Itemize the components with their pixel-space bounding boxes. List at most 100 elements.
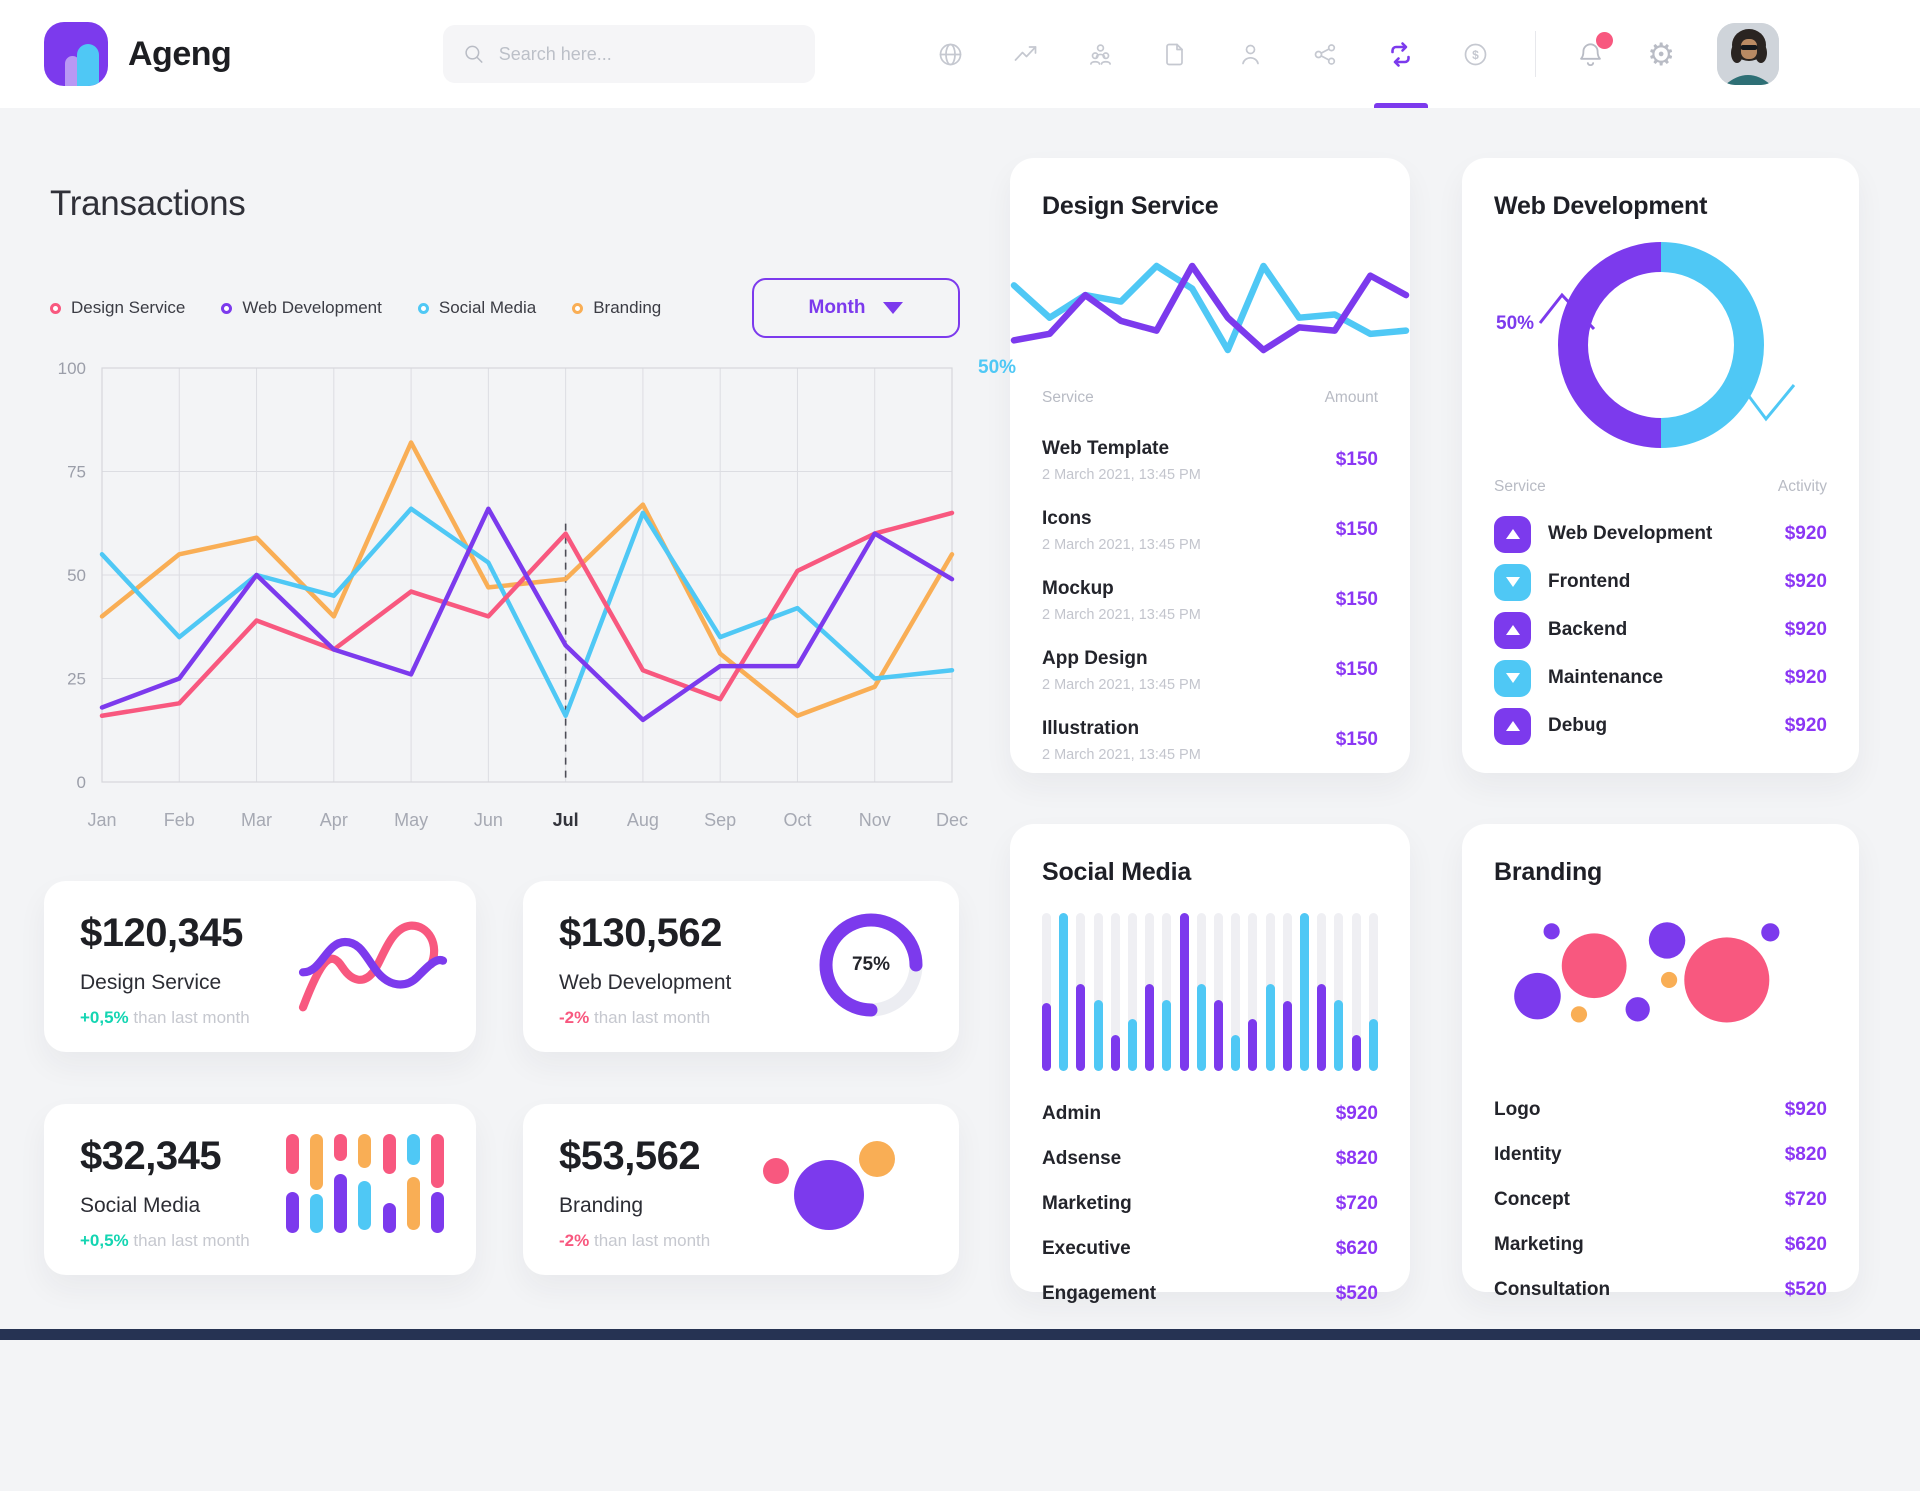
transactions-section: Transactions Design Service Web Developm… xyxy=(44,158,968,1292)
card-title: Design Service xyxy=(1042,192,1219,220)
search-icon xyxy=(465,45,483,63)
navbar-divider xyxy=(1535,31,1537,77)
svg-text:Jun: Jun xyxy=(474,810,503,830)
summary-cards: Design Service Service Amount Web Templa… xyxy=(978,158,1859,1304)
web-development-donut xyxy=(1555,239,1767,451)
trend-badge xyxy=(1494,707,1531,745)
trend-badge xyxy=(1494,659,1531,697)
search-input[interactable] xyxy=(498,43,796,65)
table-header: Service Activity xyxy=(1494,478,1827,495)
chart-legend: Design Service Web Development Social Me… xyxy=(50,298,661,318)
nav-item-profile[interactable] xyxy=(1237,0,1264,108)
page-title: Transactions xyxy=(50,184,246,223)
logo-shape-light xyxy=(65,56,80,86)
social-media-bar-chart xyxy=(1042,913,1378,1071)
table-row[interactable]: Maintenance $920 xyxy=(1494,654,1827,702)
trend-badge xyxy=(1494,611,1531,649)
nav-item-analytics[interactable] xyxy=(1012,0,1039,108)
legend-item-social-media[interactable]: Social Media xyxy=(417,298,536,318)
svg-text:Aug: Aug xyxy=(627,810,659,830)
card-title: Branding xyxy=(1494,858,1603,886)
svg-text:75: 75 xyxy=(67,463,86,482)
nav-item-team[interactable] xyxy=(1087,0,1114,108)
svg-text:Jul: Jul xyxy=(553,810,579,830)
waves-graphic xyxy=(298,907,448,1024)
svg-text:Sep: Sep xyxy=(704,810,736,830)
card-social-media: Social Media Admin $920 Adsense $820 Mar… xyxy=(1010,824,1410,1304)
legend-marker-pink xyxy=(50,302,61,314)
logo-shape-cyan xyxy=(77,44,99,86)
user-icon xyxy=(1242,44,1260,64)
table-row[interactable]: Concept $720 xyxy=(1494,1188,1827,1210)
transactions-line-chart: 0 25 50 75 100 Jan Feb Mar Apr May Jun Jul Aug Sep Oct… xyxy=(58,359,968,830)
stats-grid: $120,345 Design Service +0,5% than last … xyxy=(44,881,960,1275)
app-logo[interactable] xyxy=(44,22,108,86)
chart-controls: Design Service Web Development Social Me… xyxy=(44,278,960,338)
stat-delta: -2% than last month xyxy=(559,1008,711,1027)
table-row[interactable]: Admin $920 xyxy=(1042,1102,1378,1124)
table-row[interactable]: Illustration 2 March 2021, 13:45 PM $150 xyxy=(1042,717,1378,763)
legend-item-web-development[interactable]: Web Development xyxy=(221,298,382,318)
table-row[interactable]: Executive $620 xyxy=(1042,1237,1378,1259)
svg-text:Oct: Oct xyxy=(783,810,811,830)
trend-badge xyxy=(1494,563,1531,601)
activity-list: Web Development $920 Frontend $920 Backe… xyxy=(1494,510,1827,750)
card-branding: Branding Logo $920 Identity $820 Concept… xyxy=(1462,824,1859,1300)
stat-card-design-service[interactable]: $120,345 Design Service +0,5% than last … xyxy=(44,881,476,1052)
svg-text:50: 50 xyxy=(67,566,86,585)
donut-label-cyan: 50% xyxy=(978,357,1017,378)
repeat-icon xyxy=(1391,41,1411,67)
nav-item-share[interactable] xyxy=(1312,0,1339,108)
table-row[interactable]: Logo $920 xyxy=(1494,1098,1827,1120)
dollar-icon: $ xyxy=(1464,43,1487,65)
table-row[interactable]: Marketing $620 xyxy=(1494,1233,1827,1255)
stat-delta: -2% than last month xyxy=(559,1231,711,1250)
table-row[interactable]: Mockup 2 March 2021, 13:45 PM $150 xyxy=(1042,577,1378,623)
nav-item-documents[interactable] xyxy=(1162,0,1189,108)
top-navbar: Ageng $ ⚙ xyxy=(0,0,1920,108)
nav-item-transactions[interactable] xyxy=(1387,0,1414,108)
svg-text:Feb: Feb xyxy=(164,810,195,830)
transaction-list: Web Template 2 March 2021, 13:45 PM $150 … xyxy=(1042,425,1378,775)
table-row[interactable]: Web Development $920 xyxy=(1494,510,1827,558)
legend-marker-purple xyxy=(221,302,233,314)
table-header: Service Amount xyxy=(1042,389,1378,406)
table-row[interactable]: Frontend $920 xyxy=(1494,558,1827,606)
nav-item-globe[interactable] xyxy=(937,0,964,108)
chevron-down-icon xyxy=(883,302,904,314)
branding-bubble-chart xyxy=(1514,922,1780,1023)
table-row[interactable]: Backend $920 xyxy=(1494,606,1827,654)
table-row[interactable]: Marketing $720 xyxy=(1042,1192,1378,1214)
nav-item-payments[interactable]: $ xyxy=(1462,0,1489,108)
stat-delta: +0,5% than last month xyxy=(80,1008,250,1027)
team-icon xyxy=(1090,43,1112,65)
bubbles-graphic xyxy=(763,1141,895,1230)
table-row[interactable]: Identity $820 xyxy=(1494,1143,1827,1165)
table-row[interactable]: Consultation $520 xyxy=(1494,1278,1827,1300)
card-web-development: Web Development 50% 50% Service Activity xyxy=(978,158,1859,773)
stat-card-social-media[interactable]: $32,345 Social Media +0,5% than last mon… xyxy=(44,1104,476,1275)
table-row[interactable]: Adsense $820 xyxy=(1042,1147,1378,1169)
avatar[interactable] xyxy=(1717,23,1780,85)
svg-text:May: May xyxy=(394,810,428,830)
legend-item-design-service[interactable]: Design Service xyxy=(50,298,185,318)
table-row[interactable]: Engagement $520 xyxy=(1042,1282,1378,1304)
stat-card-branding[interactable]: $53,562 Branding -2% than last month xyxy=(523,1104,959,1275)
amount-list: Admin $920 Adsense $820 Marketing $720 E… xyxy=(1042,1091,1378,1316)
stat-card-web-development[interactable]: $130,562 Web Development -2% than last m… xyxy=(523,881,959,1052)
progress-gauge: 75% xyxy=(819,913,923,1017)
period-select-button[interactable]: Month xyxy=(752,278,960,338)
table-row[interactable]: Debug $920 xyxy=(1494,702,1827,750)
legend-item-branding[interactable]: Branding xyxy=(572,298,661,318)
svg-text:Jan: Jan xyxy=(87,810,116,830)
amount-list: Logo $920 Identity $820 Concept $720 Mar… xyxy=(1494,1087,1827,1312)
trend-badge xyxy=(1494,515,1531,553)
share-icon xyxy=(1314,43,1336,65)
notifications-button[interactable] xyxy=(1576,31,1614,69)
table-row[interactable]: Icons 2 March 2021, 13:45 PM $150 xyxy=(1042,507,1378,553)
stat-delta: +0,5% than last month xyxy=(80,1231,250,1250)
table-row[interactable]: Web Template 2 March 2021, 13:45 PM $150 xyxy=(1042,437,1378,483)
table-row[interactable]: App Design 2 March 2021, 13:45 PM $150 xyxy=(1042,647,1378,693)
search-box[interactable] xyxy=(443,25,816,83)
settings-button[interactable]: ⚙ xyxy=(1647,39,1675,70)
